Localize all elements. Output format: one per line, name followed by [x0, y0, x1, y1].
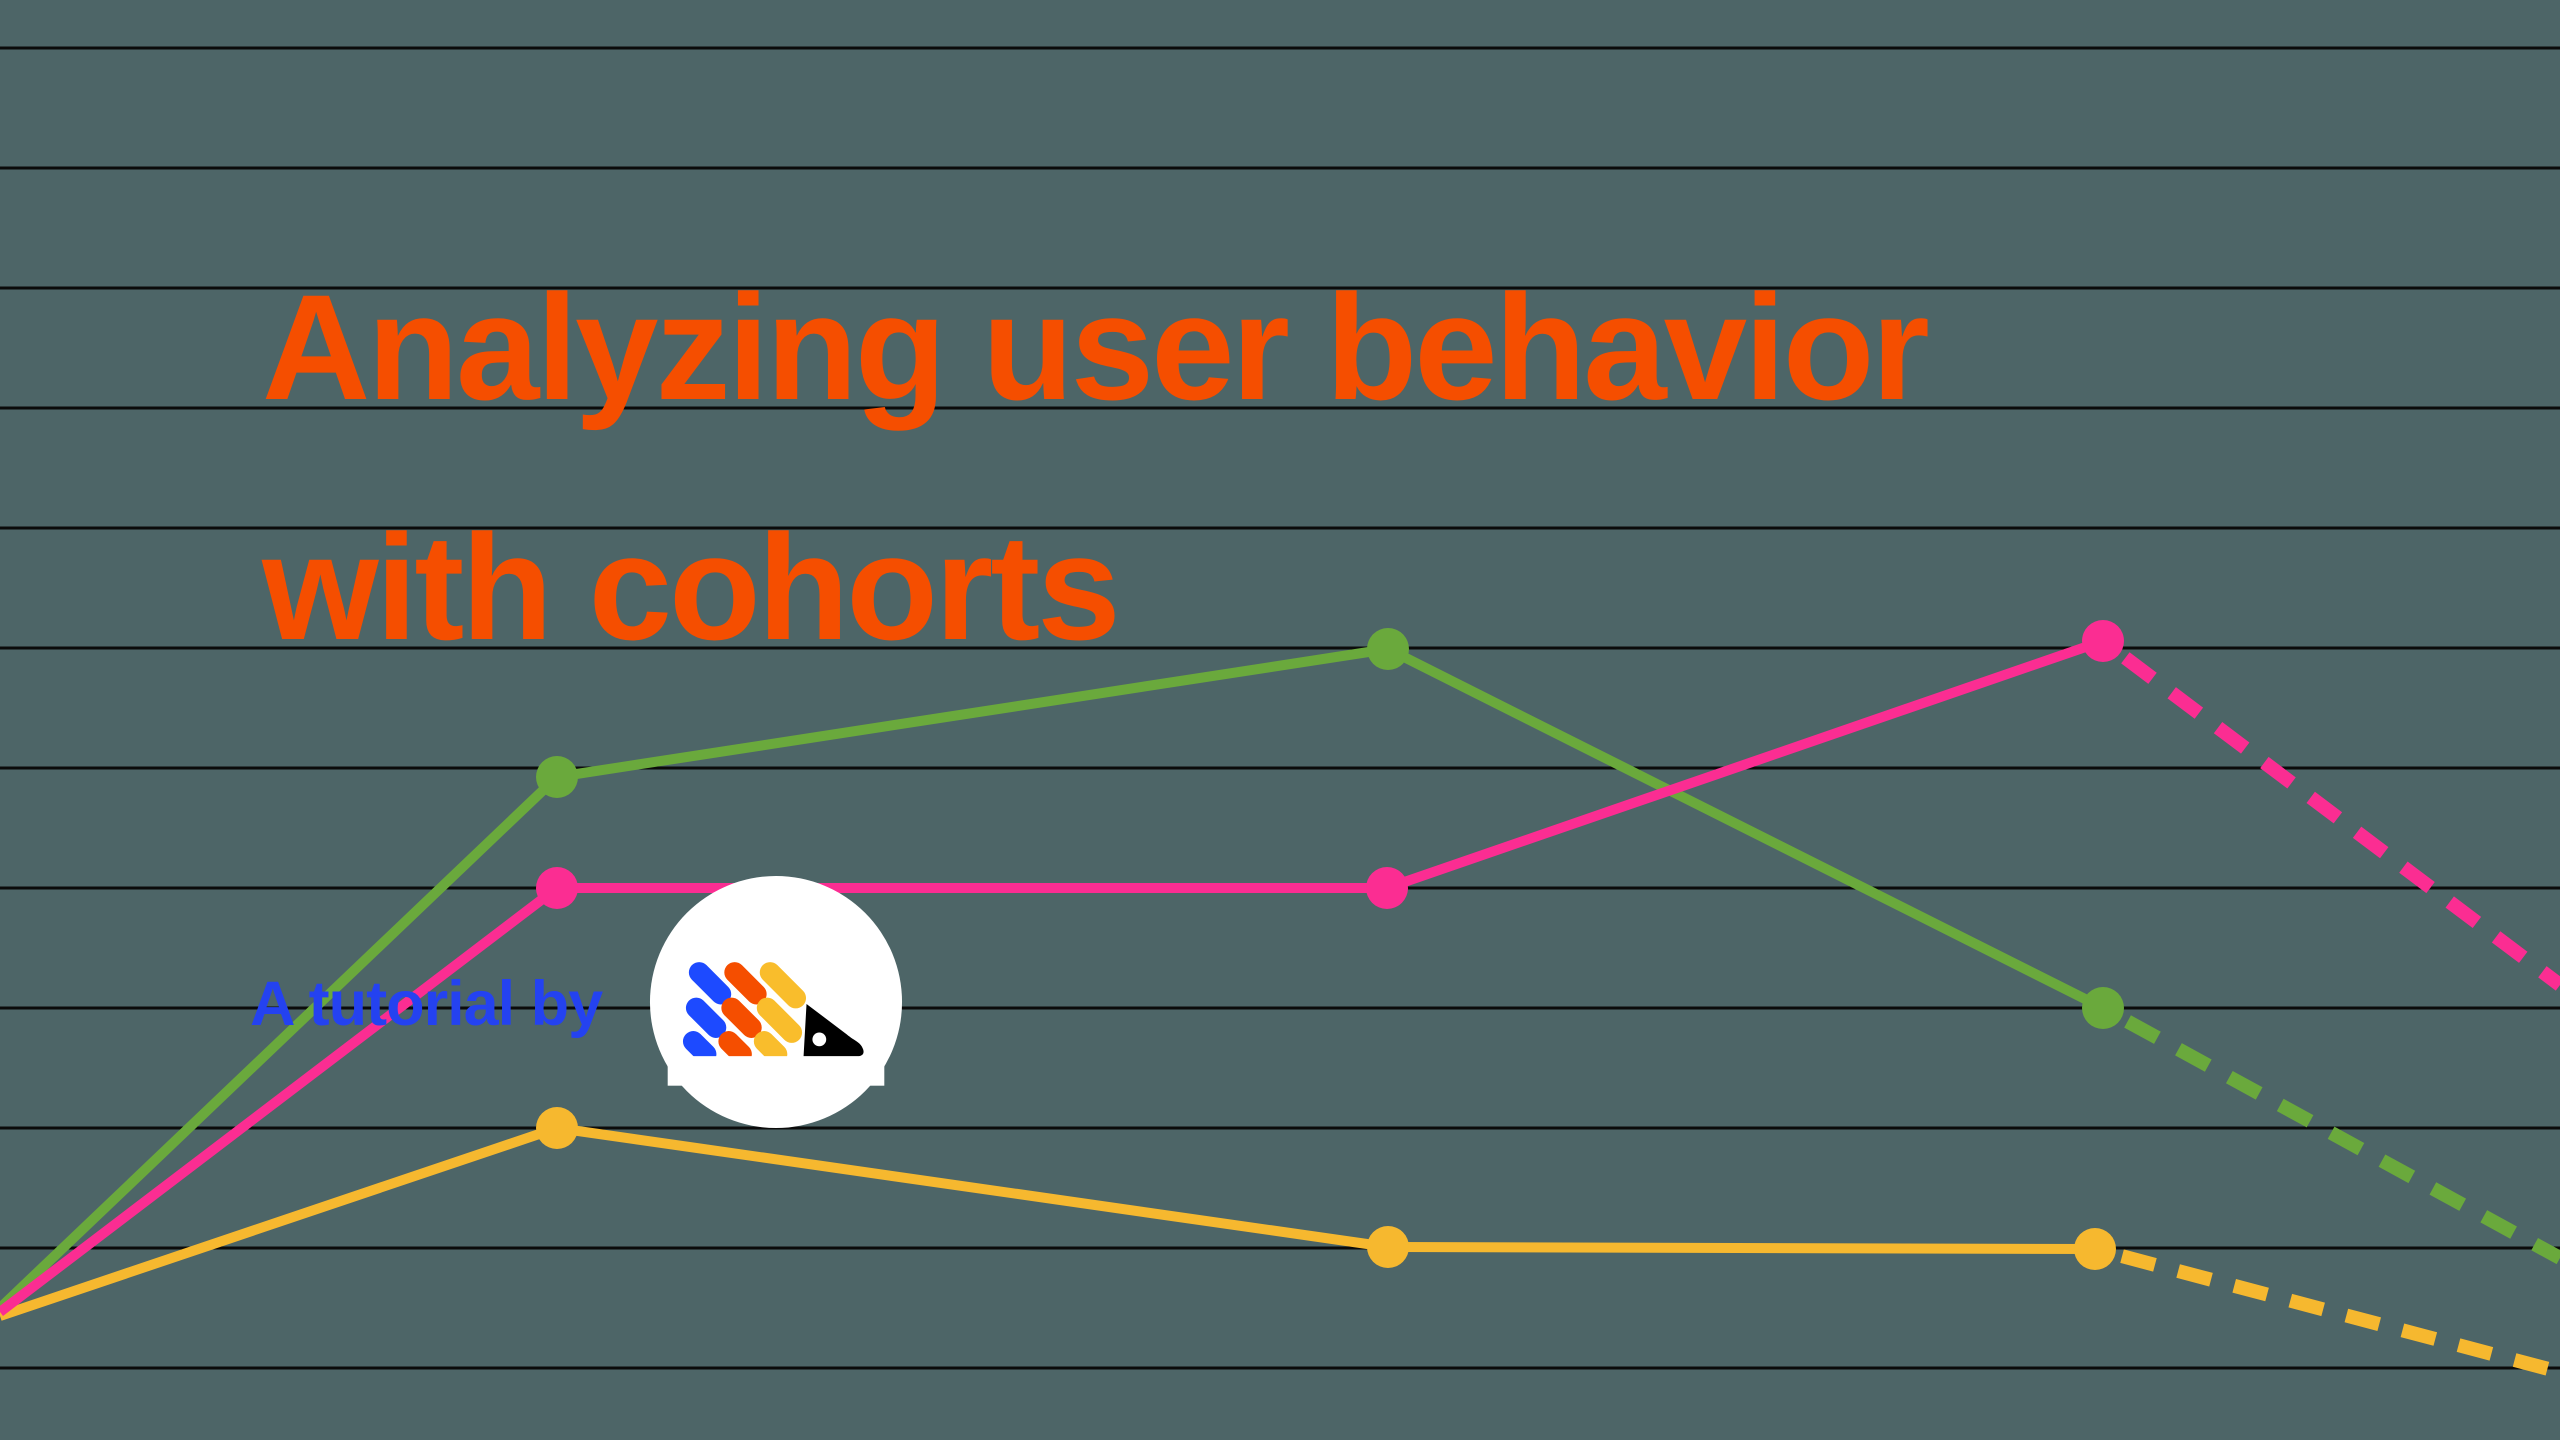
page-title-line1: Analyzing user behavior: [262, 263, 1930, 431]
logo-stripe-red: [718, 962, 767, 1065]
cohort-green-marker: [536, 756, 578, 798]
cohort-green-solid-line: [0, 644, 2106, 1312]
cohort-green-dashed-projection: [2124, 1015, 2560, 1265]
cohort-pink-marker: [1366, 867, 1408, 909]
cohort-green-marker: [2082, 987, 2124, 1029]
cohort-pink-marker: [2082, 620, 2124, 662]
cohort-yellow-dashed-projection: [2120, 1249, 2560, 1379]
cohort-pink-solid-line: [0, 636, 2105, 1316]
cohort-yellow-marker: [536, 1107, 578, 1149]
hedgehog-eye: [812, 1032, 827, 1047]
cohort-pink-dashed-projection: [2121, 652, 2560, 991]
posthog-mark-stripes: [682, 962, 807, 1065]
logo-stripe-yellow: [753, 962, 807, 1065]
cohort-green-marker: [1367, 628, 1409, 670]
posthog-logo-badge: [648, 874, 904, 1130]
logo-baseline-mask: [667, 1056, 885, 1086]
posthog-hedgehog-icon: [649, 875, 903, 1129]
page-title-line2: with cohorts: [262, 503, 1121, 671]
byline-text: A tutorial by: [250, 969, 603, 1039]
cohort-yellow-marker: [1367, 1226, 1409, 1268]
cohort-yellow-solid-line: [0, 1123, 2096, 1321]
cohort-pink-marker: [536, 867, 578, 909]
cohort-yellow-marker: [2074, 1228, 2116, 1270]
logo-stripe-blue: [682, 962, 732, 1065]
